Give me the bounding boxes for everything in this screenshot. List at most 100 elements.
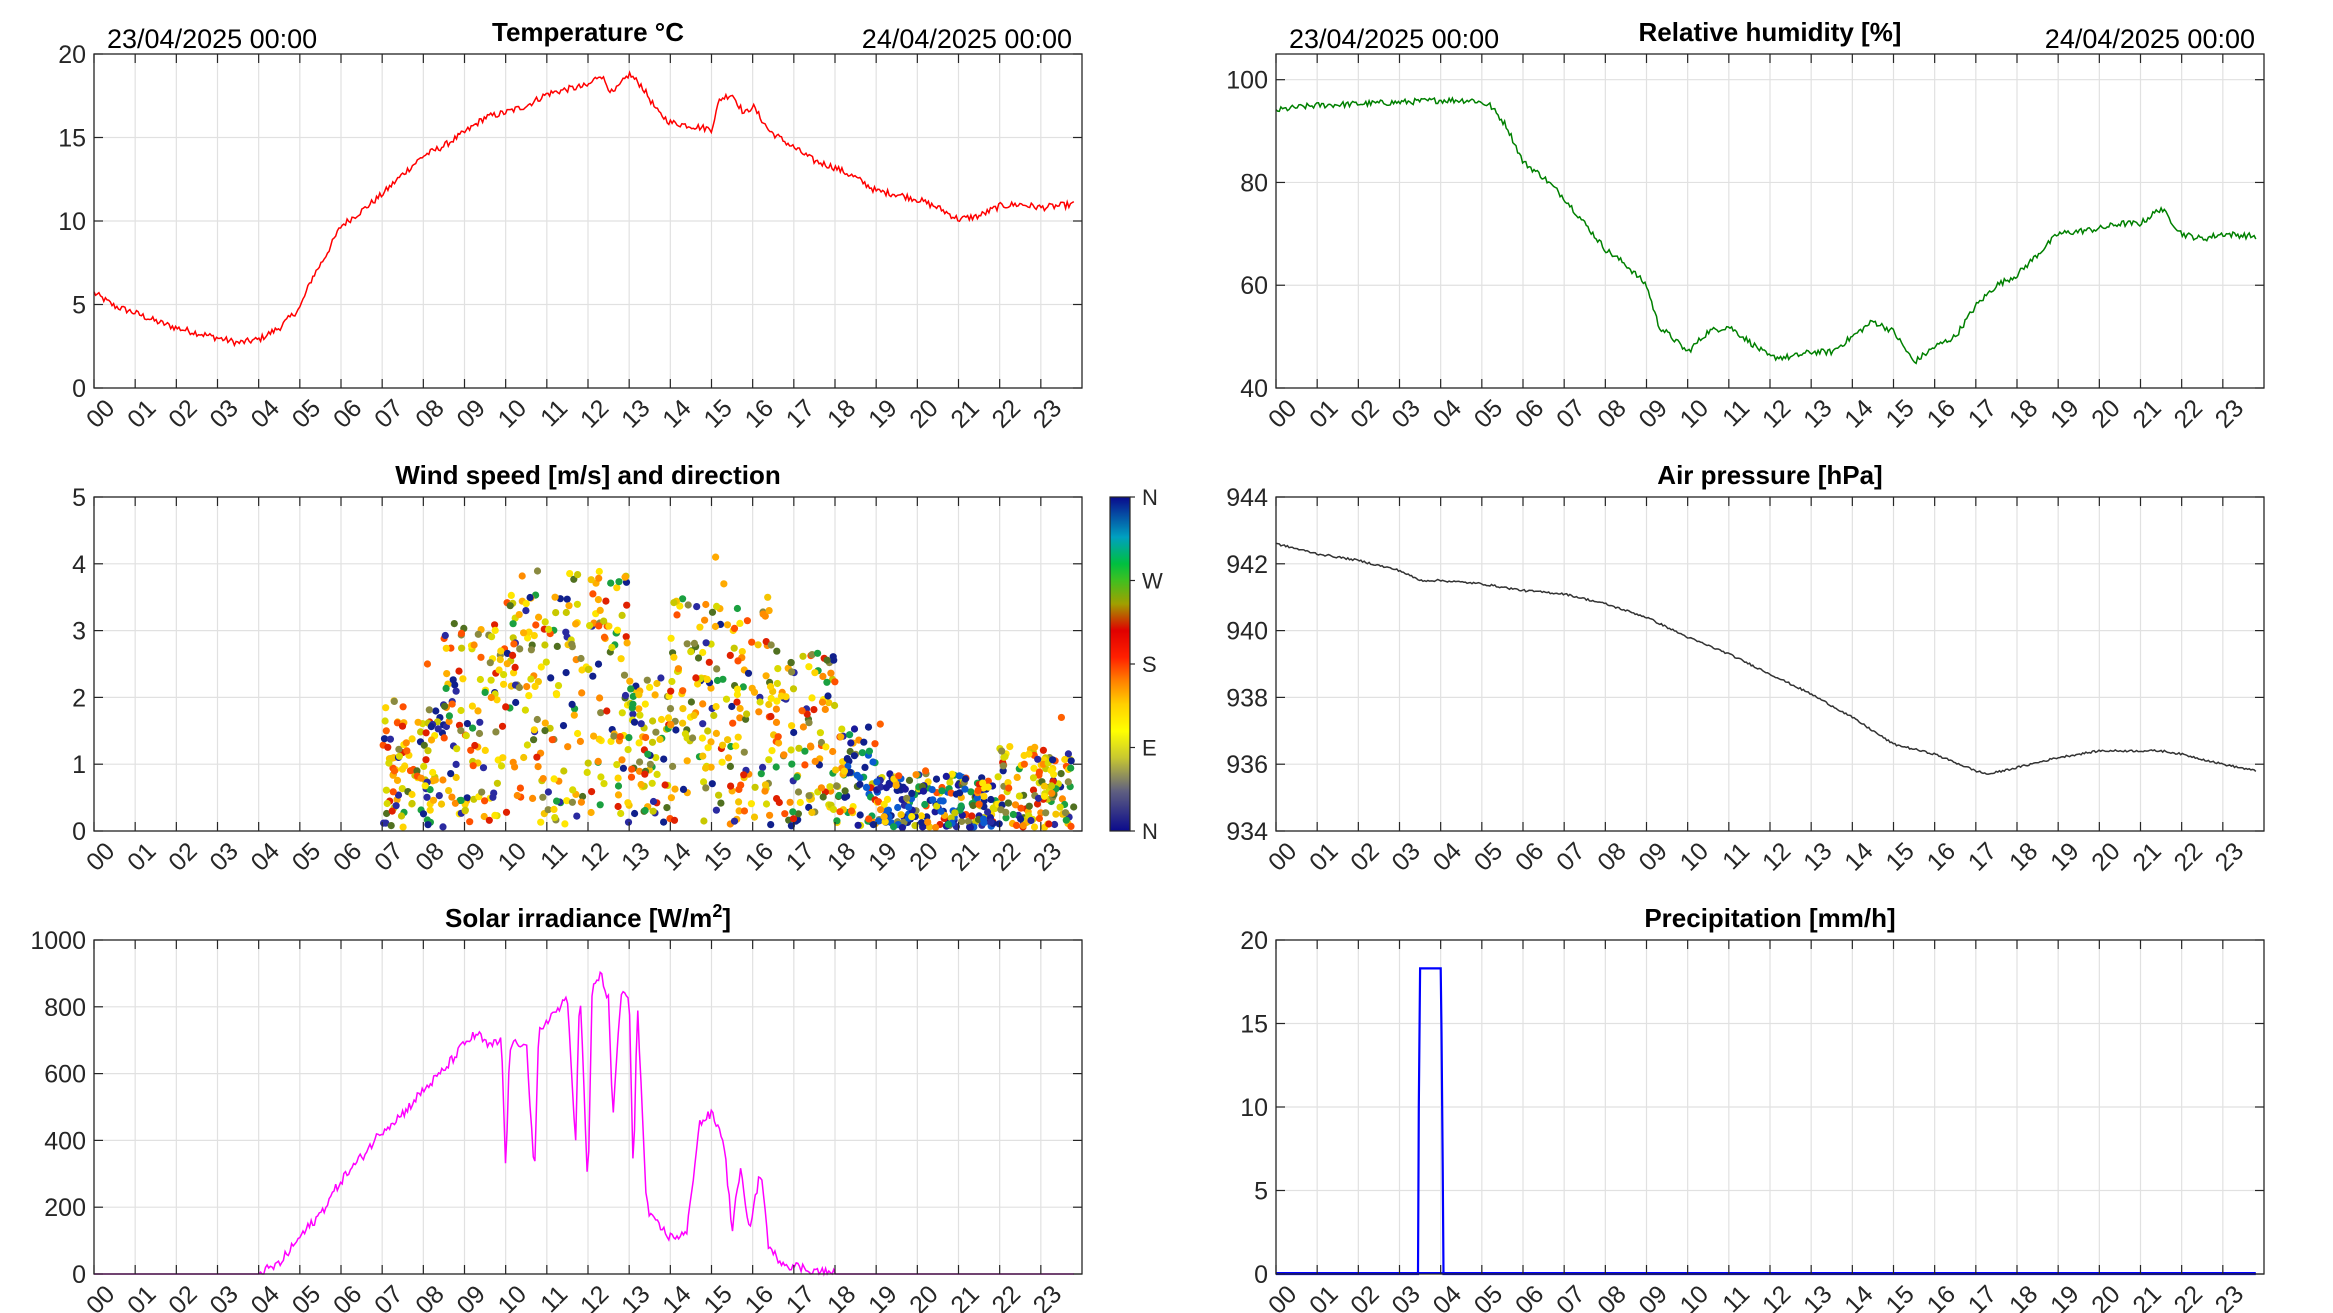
wind-point [968,812,976,820]
wind-point [491,621,499,629]
wind-point [541,618,549,626]
wind-point [578,689,586,697]
wind-point [942,772,950,781]
wind-point [740,807,749,815]
wind-point [425,706,433,714]
x-tick-label: 14 [1839,837,1879,877]
wind-point [793,773,801,781]
wind-point [790,728,798,737]
wind-point [657,715,666,724]
wind-point [420,762,428,771]
wind-point [799,723,808,731]
wind-point [773,795,781,803]
wind-point [614,791,623,799]
wind-point [711,622,720,631]
wind-point [1057,713,1066,722]
humidity-series-line [1275,96,2257,365]
wind-point [466,818,474,826]
wind-point [1045,820,1053,828]
wind-point [712,729,721,738]
x-tick-label: 10 [493,837,532,876]
wind-point [739,683,747,691]
wind-point [829,747,837,756]
wind-point [618,709,626,717]
wind-point [500,680,508,688]
wind-point [671,785,679,793]
wind-point [803,710,811,718]
x-tick-label: 23 [1028,837,1067,876]
wind-point [614,802,622,811]
wind-point [568,798,577,806]
wind-point [435,792,443,800]
wind-point [627,685,635,693]
wind-point [681,730,690,738]
wind-point [787,822,796,830]
wind-point [700,778,708,786]
y-tick-label: 100 [1226,67,1268,95]
wind-point [393,776,402,785]
x-tick-label: 19 [2045,1280,2084,1313]
wind-point [627,773,636,781]
x-tick-label: 00 [81,837,120,876]
wind-point [445,787,453,795]
wind-point [801,747,809,755]
wind-point [489,793,497,801]
wind-point [511,663,519,672]
wind-point [811,669,819,677]
wind-point [748,638,756,646]
wind-point [1002,814,1010,822]
wind-point [819,672,827,681]
wind-point [1020,760,1028,768]
wind-point [841,787,849,795]
y-tick-label: 20 [1240,927,1268,955]
wind-point [821,705,829,714]
wind-point [1033,800,1042,808]
wind-point [613,584,621,592]
wind-point [773,697,781,705]
wind-point [542,658,550,666]
wind-point [608,643,616,652]
wind-point [712,553,720,561]
wind-point [507,591,515,600]
wind-point [576,737,585,746]
wind-point [748,684,756,692]
wind-point [1035,814,1043,823]
wind-point [973,794,982,802]
wind-point [795,744,803,752]
wind-point [642,733,650,742]
wind-point [594,596,603,604]
wind-point [1031,743,1039,751]
x-tick-label: 18 [822,394,861,433]
wind-point [808,808,816,817]
wind-point [595,622,603,630]
x-tick-label: 22 [987,394,1026,433]
wind-point [600,780,608,788]
wind-point [825,699,833,707]
wind-point [1067,822,1075,831]
wind-point [724,736,732,744]
y-tick-label: 0 [72,1261,86,1289]
wind-point [636,711,644,719]
x-tick-label: 16 [740,837,779,876]
wind-point [874,798,883,806]
y-tick-label: 0 [72,818,86,846]
wind-point [392,802,400,810]
wind-point [614,782,623,790]
wind-point [506,602,514,610]
wind-point [495,666,503,674]
wind-point [787,746,795,754]
x-tick-label: 00 [1263,837,1302,876]
wind-point [469,724,477,732]
wind-point [837,733,845,741]
x-tick-label: 17 [781,837,820,876]
wind-point [521,706,530,714]
wind-point [979,779,987,787]
wind-point [530,632,538,640]
wind-point [1005,784,1013,792]
wind-point [759,763,767,772]
wind-point [447,770,455,778]
wind-point [493,696,501,704]
x-tick-label: 12 [1757,837,1796,876]
wind-point [431,776,439,784]
